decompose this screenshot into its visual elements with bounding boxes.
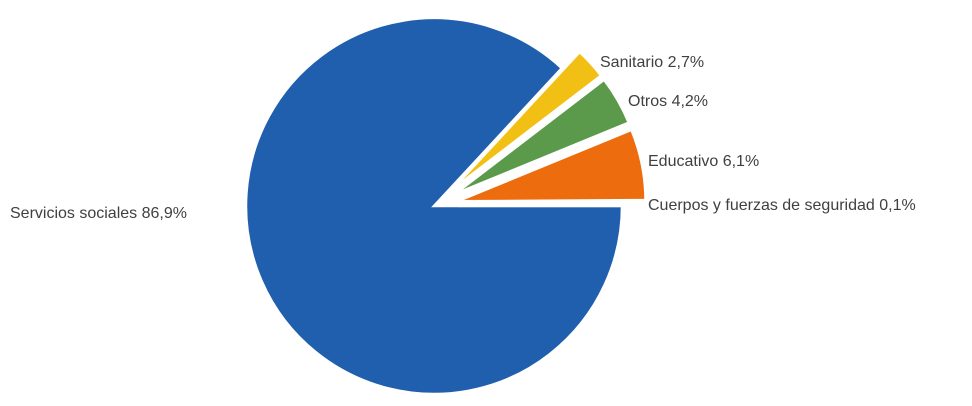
pie-slice-educativo — [457, 128, 647, 203]
slices-layer — [244, 16, 648, 396]
pie-slice-cuerpos-y-fuerzas-de-seguridad — [457, 203, 648, 208]
slice-label-cuerpos-y-fuerzas-de-seguridad: Cuerpos y fuerzas de seguridad 0,1% — [648, 197, 916, 214]
labels-layer: Servicios sociales 86,9% Sanitario 2,7% Ot… — [10, 54, 916, 222]
slice-label-sanitario: Sanitario 2,7% — [600, 54, 704, 71]
slice-label-educativo: Educativo 6,1% — [648, 153, 759, 170]
slice-label-servicios-sociales: Servicios sociales 86,9% — [10, 205, 187, 222]
pie-slice-servicios-sociales — [244, 16, 624, 396]
slice-label-otros: Otros 4,2% — [628, 93, 708, 110]
pie-slice-otros — [454, 78, 631, 196]
pie-slice-sanitario — [450, 50, 603, 191]
